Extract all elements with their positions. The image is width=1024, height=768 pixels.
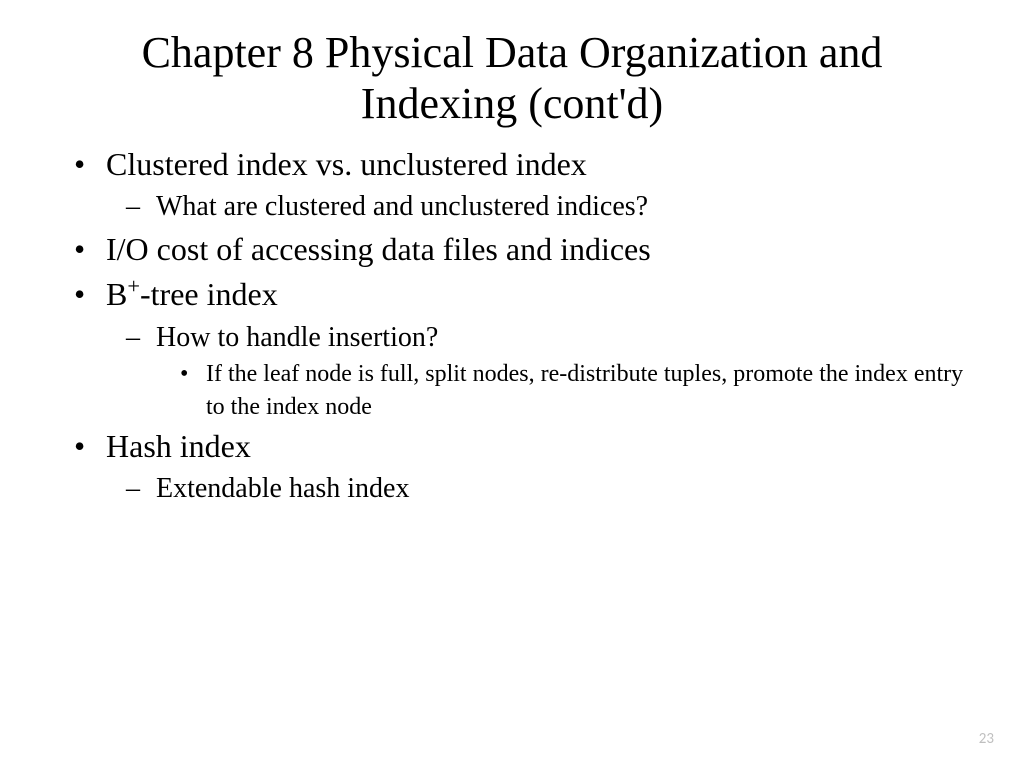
list-item: I/O cost of accessing data files and ind… bbox=[60, 228, 964, 271]
list-item: If the leaf node is full, split nodes, r… bbox=[156, 358, 964, 423]
list-item-text-sup: + bbox=[127, 274, 140, 299]
list-item-text-post: -tree index bbox=[140, 276, 278, 312]
bullet-list: Clustered index vs. unclustered index Wh… bbox=[60, 143, 964, 508]
list-item-text: Clustered index vs. unclustered index bbox=[106, 146, 587, 182]
list-item-text: Extendable hash index bbox=[156, 473, 409, 504]
sub-sub-list: If the leaf node is full, split nodes, r… bbox=[156, 358, 964, 423]
slide: Chapter 8 Physical Data Organization and… bbox=[0, 0, 1024, 768]
list-item: What are clustered and unclustered indic… bbox=[106, 188, 964, 226]
list-item: B+-tree index How to handle insertion? I… bbox=[60, 273, 964, 423]
list-item: How to handle insertion? If the leaf nod… bbox=[106, 319, 964, 424]
sub-list: Extendable hash index bbox=[106, 470, 964, 508]
list-item-text: Hash index bbox=[106, 428, 251, 464]
sub-list: What are clustered and unclustered indic… bbox=[106, 188, 964, 226]
slide-title: Chapter 8 Physical Data Organization and… bbox=[60, 28, 964, 129]
page-number: 23 bbox=[979, 730, 994, 748]
sub-list: How to handle insertion? If the leaf nod… bbox=[106, 319, 964, 424]
list-item: Hash index Extendable hash index bbox=[60, 425, 964, 508]
list-item-text-pre: B bbox=[106, 276, 127, 312]
list-item-text: I/O cost of accessing data files and ind… bbox=[106, 231, 651, 267]
list-item-text: How to handle insertion? bbox=[156, 322, 438, 353]
list-item: Clustered index vs. unclustered index Wh… bbox=[60, 143, 964, 226]
list-item-text: If the leaf node is full, split nodes, r… bbox=[206, 361, 963, 419]
list-item: Extendable hash index bbox=[106, 470, 964, 508]
list-item-text: What are clustered and unclustered indic… bbox=[156, 191, 648, 222]
